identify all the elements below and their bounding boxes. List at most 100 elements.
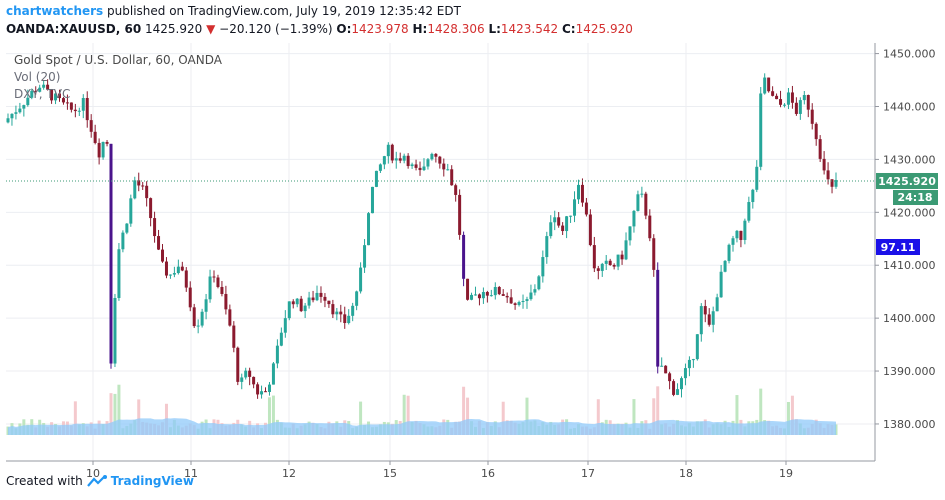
candle-body — [727, 244, 731, 261]
candle-body — [596, 268, 600, 271]
candle-body — [228, 309, 232, 326]
candle-body — [529, 292, 533, 300]
candle-body — [137, 180, 141, 186]
volume-bar — [137, 399, 141, 435]
symbol-text[interactable]: OANDA:XAUUSD, 60 — [6, 22, 142, 36]
candle-body — [42, 84, 46, 88]
tradingview-logo-icon[interactable] — [86, 474, 109, 488]
volume-bar — [113, 393, 117, 435]
price-axis[interactable]: 1380.000 1390.000 1400.000 1410.000 1420.000… — [875, 48, 936, 431]
volume-bar — [652, 398, 656, 435]
candle-body — [477, 294, 481, 299]
candle-body — [576, 184, 580, 200]
candle-body — [691, 359, 695, 361]
candle-body — [180, 266, 184, 271]
candle-body — [711, 311, 715, 325]
candle-body — [38, 87, 42, 92]
candle-body — [442, 163, 446, 170]
candle-body — [806, 95, 810, 110]
footer: Created with TradingView — [6, 474, 194, 488]
volume-bar — [786, 401, 790, 435]
candle-body — [363, 245, 367, 268]
candle-body — [382, 156, 386, 165]
candle-body — [18, 108, 22, 113]
candle-body — [204, 299, 208, 312]
x-tick-label: 10 — [86, 467, 100, 480]
candle-body — [485, 292, 489, 296]
candle-body — [279, 332, 283, 346]
candle-body — [470, 294, 474, 300]
tradingview-brand[interactable]: TradingView — [110, 474, 194, 488]
x-tick-label: 11 — [184, 467, 198, 480]
countdown-tag-text: 24:18 — [897, 191, 932, 204]
candle-body — [149, 198, 153, 219]
candle-body — [161, 249, 165, 262]
high-value: 1428.306 — [427, 22, 485, 36]
candle-body — [569, 215, 573, 217]
candle-body — [794, 102, 798, 114]
candle-body — [533, 289, 537, 293]
y-tick-label: 1450.000 — [883, 48, 936, 61]
candle-body — [430, 153, 434, 160]
candle-body — [81, 98, 85, 111]
volume-ma-area — [8, 418, 836, 435]
y-tick-label: 1440.000 — [883, 100, 936, 113]
author-link[interactable]: chartwatchers — [6, 4, 104, 18]
volume-bar — [596, 399, 600, 435]
candle-body — [69, 102, 73, 110]
candle-body — [311, 297, 315, 301]
candle-body — [620, 254, 624, 260]
candle-body — [759, 93, 763, 167]
candle-body — [810, 109, 814, 124]
candle-body — [113, 297, 117, 364]
candle-body — [739, 230, 743, 240]
candle-body — [505, 295, 509, 298]
plot-background — [6, 43, 875, 461]
candle-body — [14, 112, 18, 114]
candles — [6, 73, 838, 399]
volume-tag-text: 97.11 — [881, 241, 916, 254]
candle-body — [493, 287, 497, 296]
candle-body — [46, 84, 50, 90]
candle-body — [580, 184, 584, 203]
volume-bar — [73, 401, 77, 435]
candle-body — [331, 304, 335, 315]
candle-body — [545, 236, 549, 258]
publish-line: chartwatchers published on TradingView.c… — [6, 4, 461, 18]
candle-body — [747, 202, 751, 221]
candle-body — [699, 306, 703, 335]
candle-body — [299, 298, 303, 312]
close-value: 1425.920 — [575, 22, 633, 36]
candle-body — [743, 220, 747, 240]
candle-body — [790, 92, 794, 103]
y-tick-label: 1410.000 — [883, 259, 936, 272]
x-tick-label: 17 — [581, 467, 595, 480]
candle-body — [295, 298, 299, 305]
open-value: 1423.978 — [351, 22, 409, 36]
symbol-line: OANDA:XAUUSD, 60 1425.920 ▼ −20.120 (−1.… — [6, 22, 633, 36]
low-label: L: — [488, 22, 501, 36]
volume-bar — [632, 399, 636, 435]
candle-body — [50, 89, 54, 101]
volume-bar — [735, 395, 739, 435]
candle-body — [386, 144, 390, 157]
candle-body — [303, 305, 307, 312]
candle-body — [34, 90, 38, 92]
candle-body — [184, 270, 188, 288]
candle-body — [291, 301, 295, 305]
candle-body — [105, 141, 109, 144]
candle-body — [822, 158, 826, 171]
candle-body — [553, 217, 557, 223]
candle-body — [418, 167, 422, 171]
published-text: published on TradingView.com, July 19, 2… — [107, 4, 461, 18]
candle-body — [359, 267, 363, 292]
indicator-volume-label: Vol (20) — [14, 70, 60, 84]
candle-body — [327, 300, 331, 305]
candle-body — [636, 194, 640, 211]
candle-body — [612, 264, 616, 267]
last-price: 1425.920 — [145, 22, 203, 36]
candle-body — [164, 261, 168, 276]
time-axis[interactable]: 10 11 12 15 16 17 18 19 — [86, 461, 793, 480]
candle-body — [351, 305, 355, 316]
